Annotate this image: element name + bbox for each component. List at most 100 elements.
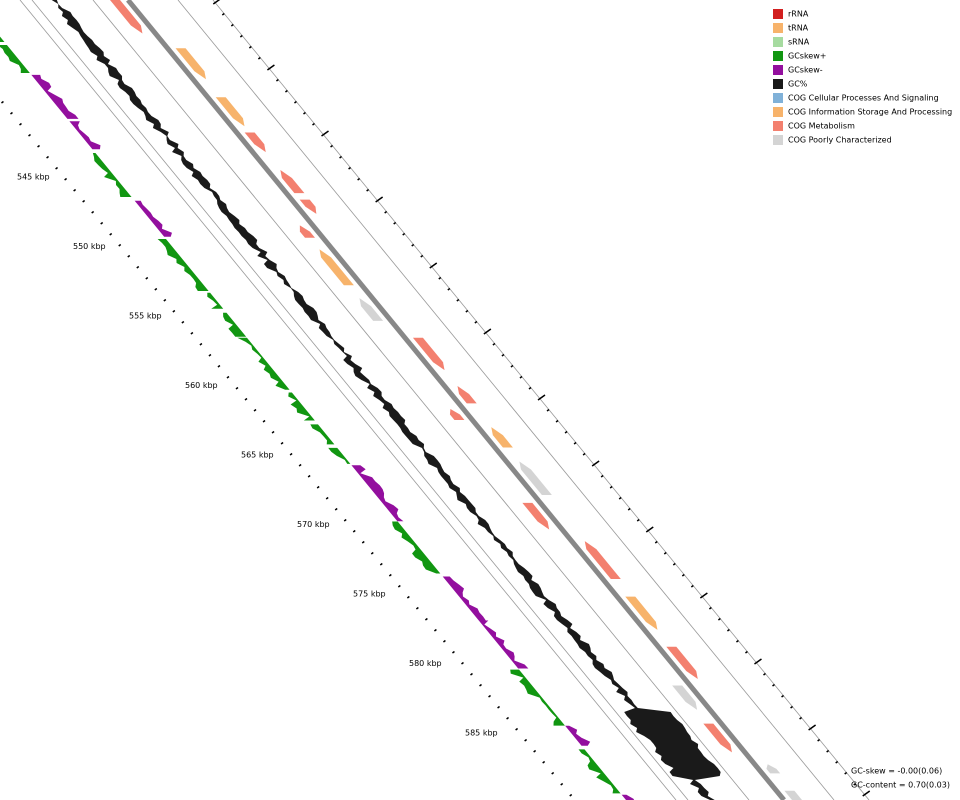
outer-tick: [528, 386, 532, 390]
outer-tick: [726, 628, 730, 632]
inner-tick: [397, 584, 401, 588]
gc-skew-positive: [392, 521, 441, 574]
gc-skew-positive: [92, 152, 132, 197]
outer-tick: [663, 551, 667, 555]
inner-tick: [497, 705, 501, 709]
scale-label: 575 kbp: [353, 590, 386, 599]
inner-tick: [118, 243, 122, 247]
outer-tick: [303, 111, 306, 115]
scale-label: 550 kbp: [73, 242, 106, 251]
legend-label: COG Information Storage And Processing: [788, 108, 952, 117]
inner-tick: [73, 188, 77, 192]
gc-skew-positive: [288, 392, 315, 421]
inner-tick: [37, 144, 40, 148]
outer-tick: [546, 408, 550, 412]
outer-tick: [447, 287, 451, 291]
inner-tick: [208, 353, 212, 357]
legend-swatch: [773, 121, 783, 131]
inner-tick: [569, 793, 573, 797]
inner-tick: [145, 276, 149, 280]
gene-feature: [319, 249, 354, 286]
gc-content-stat: GC-content = 0.70(0.03): [851, 781, 950, 790]
legend-label: COG Metabolism: [788, 122, 855, 131]
gene-feature: [457, 385, 477, 404]
inner-tick: [361, 540, 365, 544]
scale-label: 555 kbp: [129, 312, 162, 321]
gene-feature: [625, 596, 658, 630]
outer-tick: [384, 210, 388, 214]
outer-tick: [763, 672, 766, 676]
outer-tick: [510, 364, 514, 368]
inner-tick: [370, 551, 374, 555]
gc-skew-positive: [328, 447, 351, 464]
inner-tick: [64, 177, 68, 181]
outer-tick: [826, 749, 830, 753]
inner-tick: [55, 166, 59, 170]
outer-tick: [257, 56, 261, 60]
inner-tick: [235, 386, 239, 390]
outer-tick: [393, 221, 397, 225]
outer-tick: [212, 0, 221, 5]
guide-line: [92, 0, 750, 800]
inner-tick: [524, 738, 528, 742]
outer-tick: [429, 262, 438, 269]
outer-tick: [483, 328, 492, 335]
gc-skew-negative: [621, 794, 635, 800]
gene-feature: [215, 97, 245, 127]
outer-tick: [790, 705, 794, 709]
scale-label: 580 kbp: [409, 659, 442, 668]
inner-tick: [325, 496, 329, 500]
inner-tick: [352, 529, 356, 533]
gc-skew-positive: [510, 669, 565, 726]
inner-tick: [271, 430, 275, 434]
legend-swatch: [773, 23, 783, 33]
legend-label: GCskew+: [788, 52, 826, 61]
inner-tick: [289, 452, 293, 456]
gene-feature: [584, 541, 621, 580]
outer-tick: [681, 573, 685, 577]
inner-tick: [181, 320, 185, 324]
outer-tick: [501, 353, 505, 357]
outer-tick: [645, 526, 654, 533]
outer-tick: [519, 375, 523, 379]
outer-tick: [654, 540, 658, 544]
outer-tick: [636, 518, 640, 522]
gc-skew-positive: [0, 45, 30, 74]
legend-label: COG Poorly Characterized: [788, 136, 892, 145]
guide-line: [177, 0, 835, 800]
outer-tick: [745, 650, 748, 654]
inner-tick: [506, 716, 510, 720]
gene-feature: [412, 337, 445, 371]
outer-tick: [699, 592, 708, 599]
outer-tick: [420, 254, 424, 258]
outer-tick: [411, 243, 415, 247]
outer-tick: [366, 188, 370, 192]
inner-tick: [226, 375, 230, 379]
inner-tick: [488, 694, 491, 698]
inner-tick: [388, 573, 392, 577]
outer-tick: [735, 639, 739, 643]
gene-feature: [110, 0, 143, 34]
scale-label: 565 kbp: [241, 451, 274, 460]
outer-tick: [853, 782, 857, 786]
inner-tick: [433, 628, 437, 632]
outer-tick: [591, 460, 600, 467]
inner-tick: [217, 364, 221, 368]
inner-tick: [46, 155, 50, 159]
legend-label: rRNA: [788, 10, 809, 19]
inner-tick: [515, 727, 519, 731]
outer-tick: [339, 155, 343, 159]
inner-tick: [1, 100, 4, 104]
outer-tick: [781, 694, 784, 698]
gene-feature: [666, 646, 698, 680]
gene-feature: [299, 225, 315, 238]
outer-tick: [817, 738, 821, 742]
gene-feature: [519, 461, 552, 495]
legend-label: COG Cellular Processes And Signaling: [788, 94, 939, 103]
legend-swatch: [773, 9, 783, 19]
gc-skew-negative: [442, 576, 486, 621]
gene-feature: [299, 199, 317, 214]
gene-feature: [449, 409, 465, 421]
inner-tick: [19, 122, 22, 126]
